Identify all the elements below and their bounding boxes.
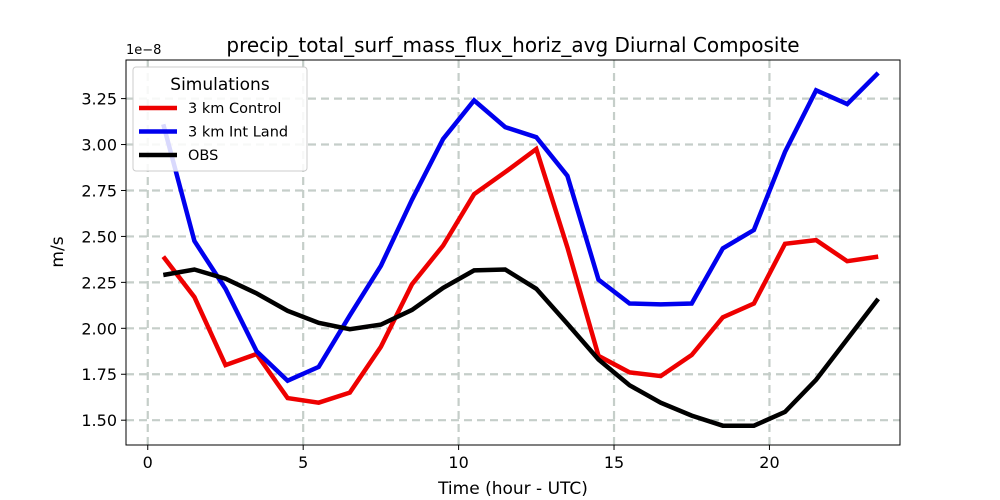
y-tick-label: 2.00 bbox=[81, 319, 117, 338]
y-tick-label: 1.75 bbox=[81, 365, 117, 384]
y-tick-label: 1.50 bbox=[81, 411, 117, 430]
y-axis-offset-label: 1e−8 bbox=[126, 43, 161, 58]
legend-label: 3 km Control bbox=[188, 101, 281, 117]
legend-label: 3 km Int Land bbox=[188, 125, 288, 141]
x-tick-label: 0 bbox=[143, 453, 153, 472]
y-tick-label: 3.00 bbox=[81, 136, 117, 155]
plot-frame bbox=[125, 59, 901, 446]
legend-label: OBS bbox=[188, 148, 218, 164]
chart-title: precip_total_surf_mass_flux_horiz_avg Di… bbox=[226, 33, 799, 57]
series-lines bbox=[161, 71, 880, 428]
y-axis-label: m/s bbox=[48, 236, 68, 267]
series-line-0 bbox=[161, 145, 879, 406]
y-tick-label: 3.25 bbox=[81, 90, 117, 109]
legend-box bbox=[132, 66, 308, 172]
legend-title: Simulations bbox=[170, 75, 270, 95]
y-tick-label: 2.50 bbox=[81, 227, 117, 246]
y-tick-label: 2.25 bbox=[81, 273, 117, 292]
x-tick-label: 20 bbox=[759, 453, 779, 472]
series-line-1 bbox=[161, 71, 880, 384]
x-axis-ticks: 0 5 10 15 20 bbox=[143, 445, 780, 472]
x-tick-label: 10 bbox=[448, 453, 468, 472]
legend: Simulations 3 km Control 3 km Int Land OBS bbox=[132, 66, 308, 172]
x-tick-label: 15 bbox=[604, 453, 624, 472]
legend-items: 3 km Control 3 km Int Land OBS bbox=[139, 101, 288, 164]
y-axis-ticks: 1.50 1.75 2.00 2.25 2.50 2.75 3.00 3.25 bbox=[81, 90, 126, 430]
y-tick-label: 2.75 bbox=[81, 181, 117, 200]
series-line-2 bbox=[162, 267, 880, 428]
x-axis-label: Time (hour - UTC) bbox=[437, 479, 588, 499]
x-tick-label: 5 bbox=[298, 453, 308, 472]
